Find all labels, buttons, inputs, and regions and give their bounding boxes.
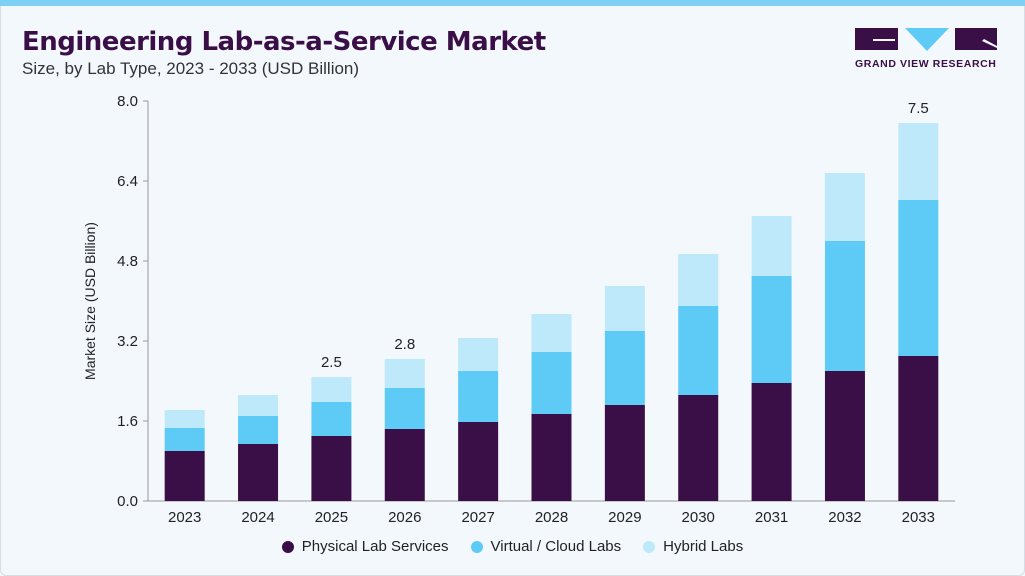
y-tick-label: 3.2 <box>117 333 138 350</box>
bar-segment-virtual <box>238 416 279 444</box>
bar-segment-hybrid <box>678 254 719 306</box>
legend-swatch-physical <box>281 540 294 553</box>
y-tick-label: 4.8 <box>117 253 138 270</box>
bar-segment-virtual <box>311 402 352 436</box>
chart-subtitle: Size, by Lab Type, 2023 - 2033 (USD Bill… <box>22 59 360 78</box>
bar-segment-virtual <box>458 371 499 422</box>
bar-segment-physical <box>458 422 499 501</box>
x-tick-label: 2030 <box>682 509 715 526</box>
bar-segment-hybrid <box>531 314 572 352</box>
bar-segment-virtual <box>164 428 205 451</box>
x-tick-label: 2023 <box>168 509 201 526</box>
bar-segment-physical <box>531 414 572 501</box>
legend-label: Virtual / Cloud Labs <box>490 538 622 555</box>
y-tick-label: 6.4 <box>117 173 138 190</box>
legend: Physical Lab Services Virtual / Cloud La… <box>0 538 1025 555</box>
bar-segment-virtual <box>824 241 865 371</box>
bar-segment-physical <box>824 371 865 501</box>
legend-item-hybrid: Hybrid Labs <box>643 538 743 555</box>
top-accent-stripe <box>0 0 1025 6</box>
legend-label: Physical Lab Services <box>301 538 449 555</box>
x-tick-label: 2024 <box>241 509 274 526</box>
bar-segment-hybrid <box>384 359 425 388</box>
x-tick-label: 2025 <box>315 509 348 526</box>
x-tick-label: 2032 <box>828 509 861 526</box>
bar-segment-hybrid <box>311 377 352 402</box>
bar-segment-virtual <box>898 200 939 356</box>
logo-text: GRAND VIEW RESEARCH <box>855 58 997 70</box>
bar-segment-virtual <box>531 352 572 414</box>
bar-segment-hybrid <box>458 338 499 371</box>
data-label: 2.5 <box>321 354 342 371</box>
chart-title: Engineering Lab-as-a-Service Market <box>22 27 546 57</box>
data-label: 2.8 <box>394 336 415 353</box>
legend-label: Hybrid Labs <box>663 538 744 555</box>
bar-segment-hybrid <box>898 123 939 200</box>
bar-segment-physical <box>898 356 939 501</box>
bar-segment-virtual <box>678 306 719 395</box>
legend-swatch-hybrid <box>643 540 656 553</box>
legend-item-physical: Physical Lab Services <box>281 538 449 555</box>
legend-swatch-virtual <box>470 540 483 553</box>
data-label: 7.5 <box>908 100 929 117</box>
x-tick-label: 2028 <box>535 509 568 526</box>
y-tick-label: 1.6 <box>117 413 138 430</box>
bar-segment-hybrid <box>238 395 279 416</box>
bar-segment-physical <box>604 405 645 501</box>
y-tick-label: 0.0 <box>117 493 138 510</box>
bar-segment-physical <box>678 395 719 501</box>
bar-segment-hybrid <box>164 410 205 428</box>
bar-segment-physical <box>311 436 352 501</box>
bar-segment-virtual <box>751 276 792 383</box>
y-axis-label: Market Size (USD Billion) <box>82 222 98 380</box>
grand-view-research-logo <box>855 28 997 51</box>
bar-segment-physical <box>751 383 792 501</box>
bar-segment-virtual <box>384 388 425 429</box>
bar-segment-hybrid <box>824 173 865 241</box>
bar-segment-virtual <box>604 331 645 405</box>
bar-segment-physical <box>384 429 425 501</box>
bar-segment-hybrid <box>604 286 645 331</box>
bar-segment-physical <box>238 444 279 501</box>
y-tick-label: 8.0 <box>117 93 138 110</box>
x-tick-label: 2033 <box>902 509 935 526</box>
bar-segment-hybrid <box>751 216 792 276</box>
legend-item-virtual: Virtual / Cloud Labs <box>470 538 622 555</box>
x-tick-label: 2027 <box>461 509 494 526</box>
x-tick-label: 2031 <box>755 509 788 526</box>
bar-segment-physical <box>164 451 205 501</box>
x-tick-label: 2026 <box>388 509 421 526</box>
x-tick-label: 2029 <box>608 509 641 526</box>
